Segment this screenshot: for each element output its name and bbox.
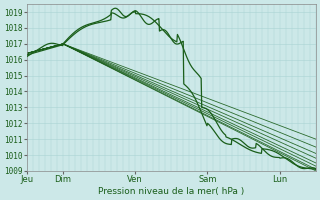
X-axis label: Pression niveau de la mer( hPa ): Pression niveau de la mer( hPa ) (98, 187, 244, 196)
